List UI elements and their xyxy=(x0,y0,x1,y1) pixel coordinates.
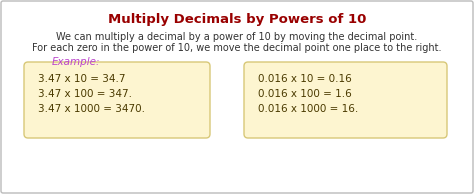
Text: We can multiply a decimal by a power of 10 by moving the decimal point.: We can multiply a decimal by a power of … xyxy=(56,32,418,42)
Text: 3.47 x 100 = 347.: 3.47 x 100 = 347. xyxy=(38,89,132,99)
Text: 0.016 x 10 = 0.16: 0.016 x 10 = 0.16 xyxy=(258,74,352,84)
Text: 0.016 x 100 = 1.6: 0.016 x 100 = 1.6 xyxy=(258,89,352,99)
Text: Multiply Decimals by Powers of 10: Multiply Decimals by Powers of 10 xyxy=(108,13,366,26)
Text: 0.016 x 1000 = 16.: 0.016 x 1000 = 16. xyxy=(258,104,358,114)
FancyBboxPatch shape xyxy=(24,62,210,138)
Text: For each zero in the power of 10, we move the decimal point one place to the rig: For each zero in the power of 10, we mov… xyxy=(32,43,442,53)
Text: Example:: Example: xyxy=(52,57,100,67)
FancyBboxPatch shape xyxy=(244,62,447,138)
Text: 3.47 x 10 = 34.7: 3.47 x 10 = 34.7 xyxy=(38,74,126,84)
Text: 3.47 x 1000 = 3470.: 3.47 x 1000 = 3470. xyxy=(38,104,145,114)
